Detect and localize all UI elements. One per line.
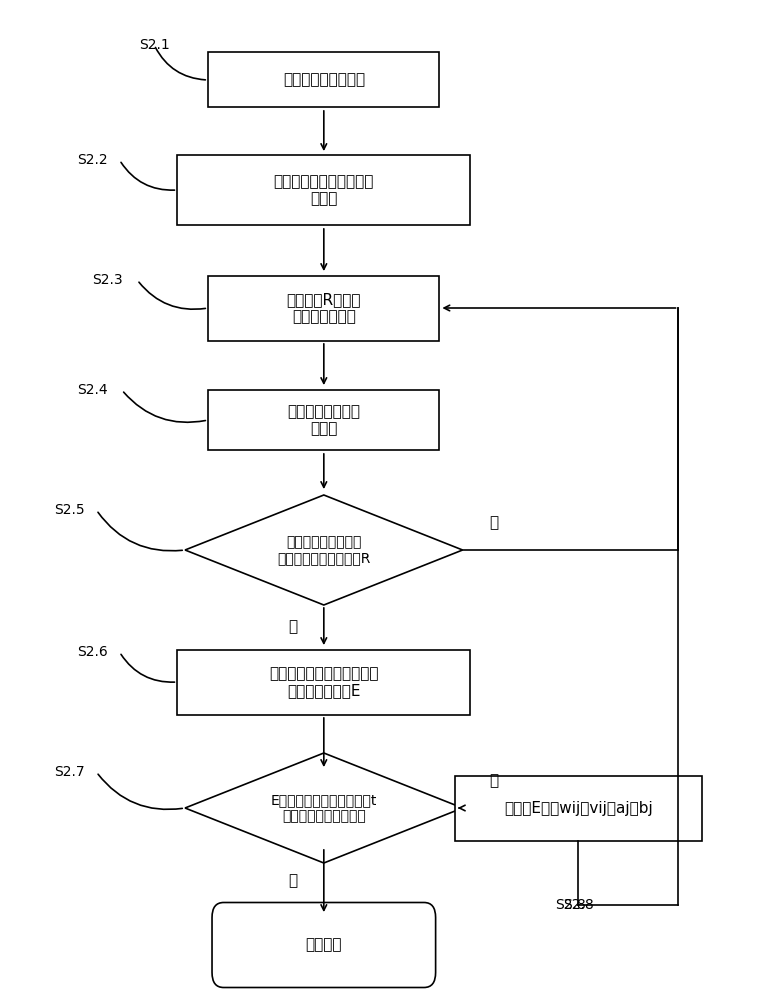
Text: S2.3: S2.3 xyxy=(93,273,123,287)
Text: S2.1: S2.1 xyxy=(139,38,170,52)
FancyBboxPatch shape xyxy=(208,276,439,340)
Text: 否: 否 xyxy=(489,515,498,530)
FancyBboxPatch shape xyxy=(177,155,470,225)
Text: 输入数据和预测输出数据
归一化: 输入数据和预测输出数据 归一化 xyxy=(274,174,374,206)
Text: S2.8: S2.8 xyxy=(555,898,586,912)
Text: S2.4: S2.4 xyxy=(77,383,108,397)
Text: 计算各输出层的输
出数据: 计算各输出层的输 出数据 xyxy=(288,404,360,436)
Text: E是否满足期望误差，或者t
是否等于最大训练次数: E是否满足期望误差，或者t 是否等于最大训练次数 xyxy=(271,793,377,823)
FancyBboxPatch shape xyxy=(177,650,470,714)
Text: S2.6: S2.6 xyxy=(77,645,108,659)
FancyBboxPatch shape xyxy=(212,902,436,988)
Text: S2.7: S2.7 xyxy=(54,765,85,779)
Text: 是: 是 xyxy=(288,619,298,634)
Text: 否: 否 xyxy=(489,773,498,788)
Polygon shape xyxy=(185,753,463,863)
Text: 终止学习: 终止学习 xyxy=(305,938,342,952)
Text: 小波神经网络初始化: 小波神经网络初始化 xyxy=(283,73,365,88)
Text: 计算输出层输出数据与预测
输出数据的误差E: 计算输出层输出数据与预测 输出数据的误差E xyxy=(269,666,379,698)
Text: 用误差E修正wij、vij、aj和bj: 用误差E修正wij、vij、aj和bj xyxy=(504,800,652,816)
Text: 依次输入R组学习
样本，进行训练: 依次输入R组学习 样本，进行训练 xyxy=(287,292,361,324)
Text: S2.5: S2.5 xyxy=(54,503,85,517)
Text: 是: 是 xyxy=(288,874,298,888)
Text: 已学习的学习样本数
是否等于学习样本总数R: 已学习的学习样本数 是否等于学习样本总数R xyxy=(277,535,371,565)
Text: S2.8: S2.8 xyxy=(563,898,594,912)
FancyBboxPatch shape xyxy=(455,776,702,840)
Text: S2.2: S2.2 xyxy=(77,153,108,167)
FancyBboxPatch shape xyxy=(208,52,439,107)
Polygon shape xyxy=(185,495,463,605)
FancyBboxPatch shape xyxy=(208,390,439,450)
